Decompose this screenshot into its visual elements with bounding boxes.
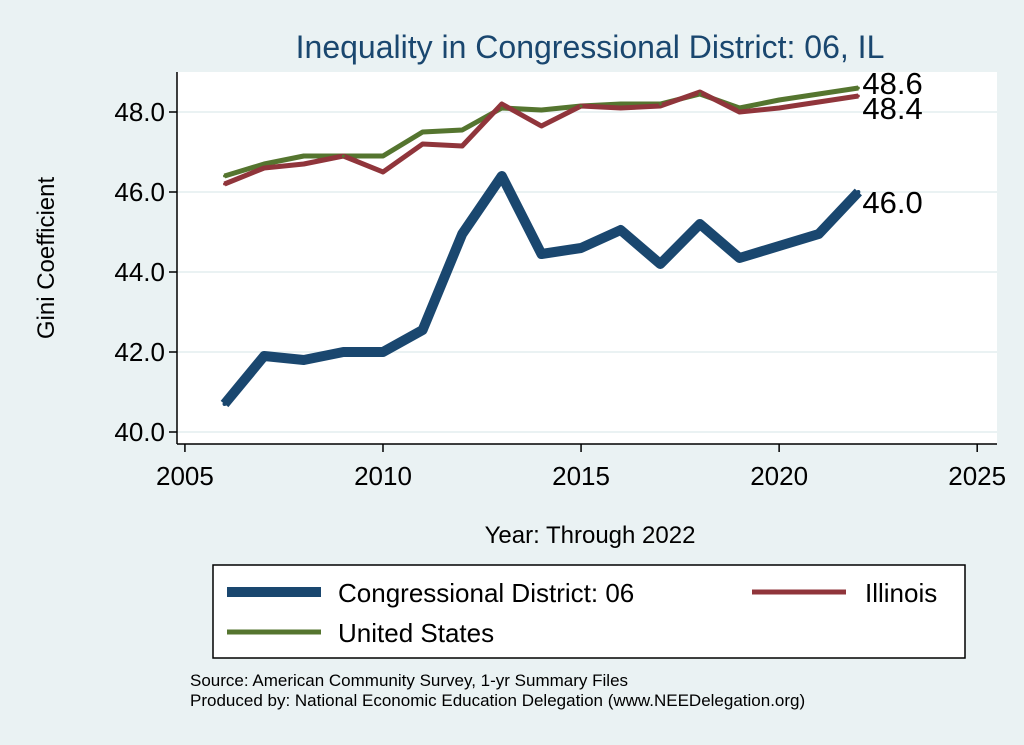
point-congressional-district [262,354,267,358]
point-united-states [738,106,742,110]
point-congressional-district [380,350,385,354]
plot-area [177,72,997,444]
legend-box [212,564,966,659]
point-united-states [777,98,781,102]
producer-note: Produced by: National Economic Education… [190,691,805,710]
end-label-united-states: 48.6 [862,66,922,101]
point-illinois [421,142,425,146]
legend-label-illinois: Illinois [865,578,937,608]
x-axis-title: Year: Through 2022 [485,522,696,549]
point-united-states [421,130,425,134]
legend-label-congressional-district: Congressional District: 06 [338,578,634,608]
point-illinois [500,102,504,106]
x-tick-label: 2005 [156,461,214,491]
point-united-states [500,106,504,110]
point-congressional-district [499,174,504,178]
point-congressional-district [222,402,227,406]
point-united-states [460,128,464,132]
y-tick-label: 46.0 [114,177,165,207]
point-united-states [817,92,821,96]
point-illinois [856,94,860,98]
point-illinois [460,144,464,148]
x-tick-label: 2010 [354,461,412,491]
point-congressional-district [697,222,702,226]
point-congressional-district [579,246,584,250]
point-illinois [738,110,742,114]
point-united-states [698,92,702,96]
point-congressional-district [341,350,346,354]
point-congressional-district [539,252,544,256]
point-united-states [302,154,306,158]
point-illinois [777,106,781,110]
point-illinois [539,124,543,128]
point-congressional-district [618,228,623,232]
point-congressional-district [301,358,306,362]
point-congressional-district [816,232,821,236]
point-illinois [817,100,821,104]
point-united-states [223,174,227,178]
chart-title: Inequality in Congressional District: 06… [296,29,885,65]
x-axis-ticks: 2005 2010 2015 2020 2025 [156,444,1006,491]
point-united-states [539,108,543,112]
legend-label-united-states: United States [338,618,494,648]
y-tick-label: 40.0 [114,417,165,447]
y-tick-label: 44.0 [114,257,165,287]
point-united-states [856,86,860,90]
y-tick-label: 42.0 [114,337,165,367]
x-tick-label: 2020 [750,461,808,491]
point-united-states [658,102,662,106]
point-congressional-district [420,328,425,332]
point-illinois [302,162,306,166]
point-united-states [619,102,623,106]
point-illinois [619,106,623,110]
end-label-congressional-district: 46.0 [862,185,922,220]
point-united-states [579,104,583,108]
point-congressional-district [737,256,742,260]
point-illinois [223,182,227,186]
point-congressional-district [460,232,465,236]
point-united-states [262,162,266,166]
point-illinois [381,170,385,174]
y-tick-label: 48.0 [114,97,165,127]
data-points [222,86,861,406]
y-axis-title: Gini Coefficient [33,177,60,340]
point-congressional-district [777,244,782,248]
point-illinois [262,166,266,170]
x-tick-label: 2025 [948,461,1006,491]
source-note: Source: American Community Survey, 1-yr … [190,671,628,690]
point-united-states [381,154,385,158]
point-congressional-district [856,190,861,194]
y-axis-ticks: 40.0 42.0 44.0 46.0 48.0 [114,97,177,447]
point-united-states [341,154,345,158]
x-tick-label: 2015 [552,461,610,491]
end-label-illinois: 48.4 [862,91,922,126]
point-congressional-district [658,262,663,266]
